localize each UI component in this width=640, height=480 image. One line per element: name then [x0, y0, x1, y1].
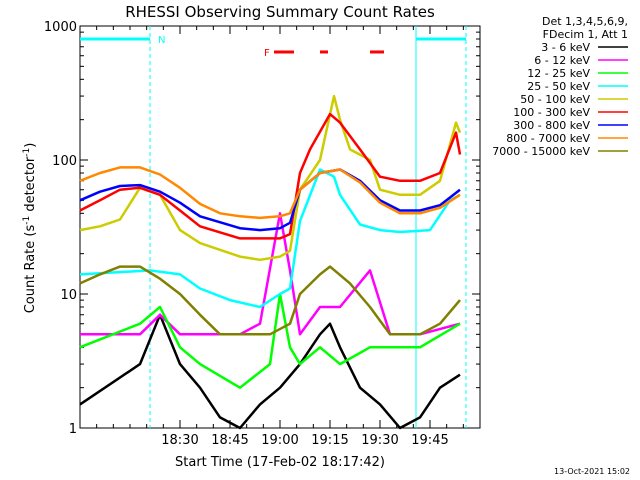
series-line: [79, 166, 461, 220]
x-tick-label: 18:45: [211, 433, 248, 448]
series-line: [79, 168, 461, 232]
y-tick-label: 1000: [44, 20, 77, 35]
series-line: [79, 292, 461, 389]
y-axis-label: Count Rate (s-1 detector-1): [22, 143, 38, 314]
y-tick-label: 1: [69, 422, 77, 437]
legend-entry-label: 50 - 100 keV: [520, 93, 590, 106]
legend: Det 1,3,4,5,6,9, FDecim 1, Att 1 3 - 6 k…: [492, 15, 628, 158]
x-tick-label: 19:45: [411, 433, 448, 448]
flag-bars: NF: [80, 35, 466, 59]
x-tick-label: 19:15: [311, 433, 348, 448]
legend-entry-label: 6 - 12 keV: [534, 54, 590, 67]
y-axis: 1 10 100 1000: [44, 20, 480, 437]
x-tick-label: 18:30: [161, 433, 198, 448]
legend-header-1: Det 1,3,4,5,6,9,: [542, 15, 628, 28]
series-group: [79, 94, 462, 430]
y-tick-label: 100: [52, 154, 77, 169]
y-tick-label: 10: [60, 288, 77, 303]
legend-entry-label: 25 - 50 keV: [527, 80, 590, 93]
legend-entry-label: 100 - 300 keV: [513, 106, 590, 119]
legend-entry-label: 7000 - 15000 keV: [492, 145, 590, 158]
legend-entry-label: 12 - 25 keV: [527, 67, 590, 80]
series-line: [79, 313, 461, 430]
legend-entry-label: 300 - 800 keV: [513, 119, 590, 132]
legend-entry-label: 800 - 7000 keV: [506, 132, 590, 145]
legend-entry-label: 3 - 6 keV: [541, 41, 590, 54]
x-tick-label: 19:30: [361, 433, 398, 448]
timestamp-footer: 13-Oct-2021 15:02: [554, 467, 630, 476]
series-line: [79, 94, 462, 262]
series-line: [79, 112, 462, 240]
series-line: [79, 265, 461, 336]
flag-label: N: [158, 35, 165, 46]
flag-label: F: [264, 48, 270, 59]
legend-header-2: FDecim 1, Att 1: [543, 28, 628, 41]
attenuator-lines: [149, 26, 467, 428]
chart-title: RHESSI Observing Summary Count Rates: [125, 3, 435, 21]
x-axis: 18:30 18:45 19:00 19:15 19:30 19:45: [79, 26, 481, 448]
series-line: [79, 168, 461, 309]
x-axis-label: Start Time (17-Feb-02 18:17:42): [175, 455, 385, 470]
x-tick-label: 19:00: [261, 433, 298, 448]
